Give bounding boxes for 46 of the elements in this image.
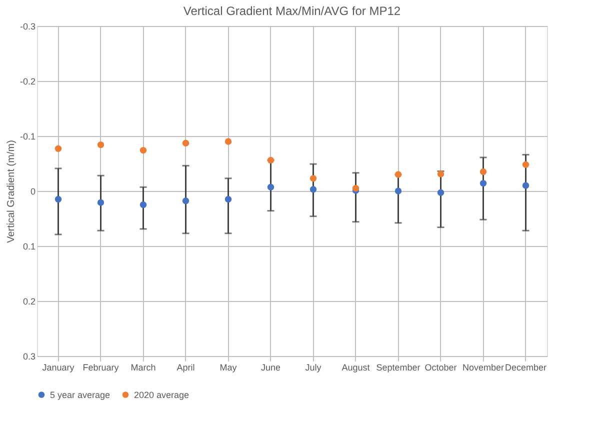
x-tick-label: August <box>342 362 370 372</box>
x-tick-label: March <box>130 362 156 372</box>
point <box>522 161 530 168</box>
point <box>267 184 274 190</box>
y-tick-label: 0.2 <box>22 296 36 306</box>
x-tick-label: October <box>424 362 457 372</box>
x-tick-label: January <box>42 362 75 372</box>
point <box>394 171 402 178</box>
point <box>140 201 147 208</box>
point <box>224 196 232 203</box>
point <box>267 156 274 164</box>
x-tick-label: September <box>376 362 420 372</box>
point <box>310 186 317 193</box>
x-tick-label: November <box>462 362 504 372</box>
point <box>97 141 104 148</box>
point <box>224 138 232 145</box>
point <box>480 168 487 176</box>
point <box>54 145 62 152</box>
y-tick-label: -0.2 <box>20 76 36 86</box>
y-axis-title: Vertical Gradient (m/m) <box>6 140 17 243</box>
legend-label: 5 year average <box>50 390 110 400</box>
y-tick-label: -0.1 <box>20 132 36 142</box>
point <box>437 189 444 196</box>
point <box>182 140 190 146</box>
point <box>54 196 62 203</box>
x-tick-label: May <box>220 362 238 372</box>
point <box>310 175 317 182</box>
point <box>394 188 402 194</box>
point <box>522 182 530 189</box>
x-tick-label: June <box>260 362 281 372</box>
y-tick-label: -0.3 <box>20 22 36 32</box>
x-tick-label: July <box>305 362 322 372</box>
legend-label: 2020 average <box>134 390 190 400</box>
point <box>437 170 444 178</box>
y-tick-label: 0.1 <box>22 242 36 252</box>
x-tick-label: April <box>176 362 195 372</box>
point <box>182 198 190 204</box>
point <box>140 146 147 154</box>
y-tick-label: 0 <box>30 186 36 196</box>
point <box>480 180 487 187</box>
x-tick-label: December <box>504 362 547 372</box>
chart-title: Vertical Gradient Max/Min/AVG for MP12 <box>183 4 401 18</box>
x-tick-label: February <box>82 362 120 372</box>
y-tick-label: 0.3 <box>22 352 36 362</box>
point <box>352 184 360 192</box>
point <box>97 199 104 206</box>
